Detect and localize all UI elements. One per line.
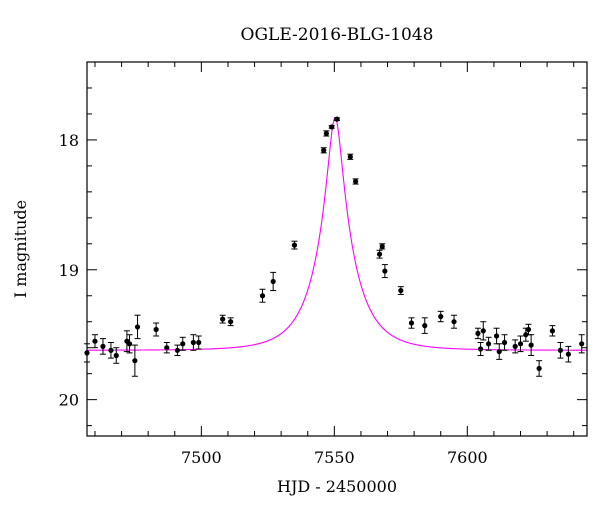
- data-point: [478, 346, 484, 352]
- data-point: [108, 347, 114, 353]
- plot-frame: [86, 61, 588, 437]
- data-point: [259, 293, 266, 299]
- data-point: [334, 116, 340, 122]
- data-point: [347, 154, 353, 160]
- data-point: [579, 341, 585, 347]
- data-points: [84, 116, 585, 377]
- data-point: [270, 278, 276, 285]
- data-point: [525, 326, 532, 333]
- data-point: [92, 338, 98, 344]
- model-fit-curve: [87, 117, 587, 351]
- x-tick-labels: 7500 7550 7600: [181, 448, 488, 467]
- data-point: [220, 316, 226, 322]
- data-point: [528, 342, 534, 348]
- data-point: [451, 319, 457, 325]
- data-point: [323, 130, 329, 137]
- data-point: [134, 324, 141, 330]
- data-point: [536, 365, 542, 372]
- y-axis-label: I magnitude: [11, 200, 30, 298]
- data-point: [196, 339, 202, 346]
- data-point: [438, 313, 444, 320]
- data-point: [398, 287, 404, 294]
- y-tick-labels: 18 19 20: [59, 131, 79, 410]
- y-tick-label: 19: [59, 261, 79, 280]
- y-tick-label: 20: [59, 391, 79, 410]
- y-tick-label: 18: [59, 131, 79, 150]
- data-point: [549, 328, 556, 334]
- data-point: [512, 343, 518, 349]
- data-point: [501, 339, 508, 346]
- data-point: [228, 319, 234, 325]
- data-point: [113, 352, 119, 359]
- data-point: [422, 323, 428, 329]
- data-point: [496, 348, 502, 355]
- data-point: [480, 328, 486, 334]
- data-point: [517, 341, 524, 347]
- data-point: [291, 242, 298, 248]
- data-point: [353, 178, 359, 185]
- chart-title: OGLE-2016-BLG-1048: [241, 25, 434, 45]
- data-point: [164, 345, 170, 351]
- data-point: [329, 124, 335, 130]
- x-tick-label: 7600: [447, 448, 488, 467]
- data-point: [174, 347, 181, 353]
- data-point: [557, 347, 564, 353]
- data-point: [126, 341, 133, 347]
- data-point: [321, 147, 327, 153]
- data-point: [382, 268, 388, 274]
- data-point: [190, 339, 196, 346]
- data-point: [379, 243, 385, 250]
- x-axis-label: HJD - 2450000: [277, 477, 397, 496]
- data-point: [153, 326, 159, 333]
- data-point: [180, 341, 186, 347]
- x-tick-label: 7550: [314, 448, 355, 467]
- data-point: [408, 320, 415, 326]
- data-point: [100, 343, 106, 349]
- fit-curve-line: [87, 117, 587, 351]
- data-point: [132, 358, 138, 364]
- x-tick-label: 7500: [181, 448, 222, 467]
- data-point: [565, 351, 571, 357]
- data-point: [493, 333, 500, 339]
- data-point: [376, 251, 383, 257]
- data-point: [475, 330, 481, 337]
- data-point: [485, 341, 492, 347]
